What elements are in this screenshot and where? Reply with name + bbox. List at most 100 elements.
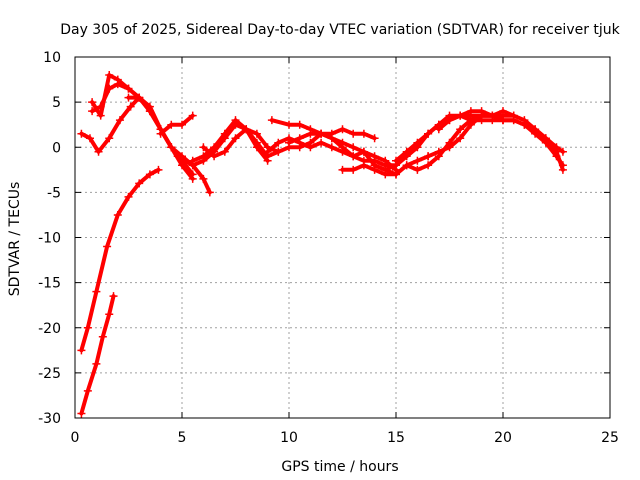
data-point	[488, 111, 497, 120]
data-point	[105, 84, 114, 93]
data-point	[531, 125, 540, 134]
series-line	[158, 113, 195, 136]
data-point	[359, 147, 368, 156]
data-point	[231, 116, 240, 125]
data-point	[456, 111, 465, 120]
grid	[75, 57, 610, 418]
data-point	[338, 147, 347, 156]
data-point	[295, 134, 304, 143]
x-tick-label: 5	[178, 430, 187, 446]
plot-frame	[74, 56, 611, 419]
y-axis-label: SDTVAR / TECUs	[7, 182, 23, 297]
data-point	[92, 359, 101, 368]
data-point	[392, 156, 400, 165]
data-point	[77, 346, 86, 355]
data-point	[124, 93, 133, 102]
data-point	[349, 165, 358, 174]
data-point	[338, 125, 347, 134]
data-point	[558, 165, 567, 174]
data-point	[466, 120, 475, 129]
data-point	[188, 170, 197, 179]
data-point	[156, 129, 165, 138]
series-line	[190, 118, 270, 163]
data-point	[105, 134, 114, 143]
data-point	[509, 111, 518, 120]
data-point	[285, 120, 293, 129]
y-tick-label: -20	[38, 321, 61, 337]
series-arc-3	[77, 93, 144, 156]
data-point	[381, 156, 390, 165]
data-point	[77, 409, 86, 418]
data-series	[77, 71, 567, 418]
data-point	[552, 147, 561, 156]
data-point	[477, 111, 486, 120]
data-point	[205, 188, 214, 197]
data-point	[124, 84, 133, 93]
data-point	[338, 165, 347, 174]
data-point	[126, 102, 135, 111]
data-point	[145, 170, 154, 179]
data-point	[434, 125, 443, 134]
x-tick-label: 10	[280, 430, 298, 446]
x-tick-label: 25	[601, 430, 619, 446]
data-point	[317, 129, 326, 138]
data-point	[466, 111, 475, 120]
data-point	[274, 147, 283, 156]
series-arc-1	[77, 165, 163, 355]
data-point	[83, 386, 92, 395]
data-point	[98, 332, 107, 341]
data-point	[188, 156, 197, 165]
data-point	[499, 116, 507, 125]
data-point	[96, 102, 105, 111]
data-point	[499, 107, 507, 116]
data-point	[392, 170, 400, 179]
data-point	[113, 210, 122, 219]
data-point	[124, 192, 133, 201]
data-point	[154, 165, 163, 174]
data-point	[252, 143, 261, 152]
data-point	[456, 134, 465, 143]
data-point	[541, 134, 550, 143]
data-point	[413, 156, 422, 165]
data-point	[105, 310, 114, 319]
data-point	[424, 152, 433, 161]
data-point	[103, 242, 112, 251]
series-arc-9	[188, 116, 272, 165]
y-tick-label: 0	[52, 140, 61, 156]
data-point	[456, 125, 465, 134]
data-point	[370, 161, 379, 170]
data-point	[83, 323, 92, 332]
series-line	[404, 113, 565, 172]
data-point	[274, 138, 283, 147]
data-point	[349, 129, 358, 138]
data-point	[231, 134, 240, 143]
y-tick-label: -25	[38, 366, 61, 382]
x-axis-label: GPS time / hours	[281, 459, 398, 475]
data-point	[135, 93, 144, 102]
data-point	[145, 102, 154, 111]
data-point	[85, 134, 94, 143]
data-point	[188, 111, 197, 120]
data-point	[370, 134, 379, 143]
data-point	[263, 147, 272, 156]
x-tick-label: 20	[494, 430, 512, 446]
data-point	[285, 138, 293, 147]
data-point	[135, 179, 144, 188]
data-point	[210, 152, 219, 161]
data-point	[96, 111, 105, 120]
data-point	[109, 292, 118, 301]
y-tick-label: -5	[47, 185, 61, 201]
data-point	[88, 107, 97, 116]
data-point	[295, 120, 304, 129]
data-point	[252, 129, 261, 138]
data-point	[402, 161, 411, 170]
data-point	[359, 161, 368, 170]
data-point	[105, 71, 114, 80]
data-point	[267, 116, 276, 125]
data-point	[199, 174, 208, 183]
data-point	[327, 143, 336, 152]
x-tick-label: 15	[387, 430, 405, 446]
series-arc-7	[156, 111, 197, 138]
data-point	[242, 125, 251, 134]
